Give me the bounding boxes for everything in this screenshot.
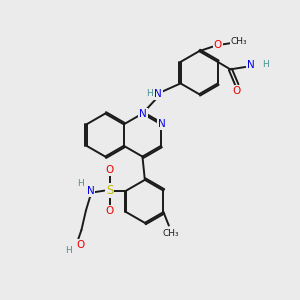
Text: S: S bbox=[106, 184, 113, 197]
Text: O: O bbox=[233, 86, 241, 96]
Text: H: H bbox=[77, 179, 84, 188]
Text: O: O bbox=[214, 40, 222, 50]
Text: CH₃: CH₃ bbox=[231, 37, 247, 46]
Text: N: N bbox=[139, 109, 147, 118]
Text: N: N bbox=[158, 119, 166, 129]
Text: CH₃: CH₃ bbox=[162, 230, 178, 238]
Text: O: O bbox=[106, 206, 114, 216]
Text: N: N bbox=[248, 61, 255, 70]
Text: H: H bbox=[262, 60, 269, 69]
Text: H: H bbox=[146, 89, 153, 98]
Text: N: N bbox=[86, 186, 94, 196]
Text: O: O bbox=[106, 165, 114, 175]
Text: O: O bbox=[76, 240, 84, 250]
Text: H: H bbox=[65, 246, 72, 255]
Text: N: N bbox=[154, 89, 162, 99]
